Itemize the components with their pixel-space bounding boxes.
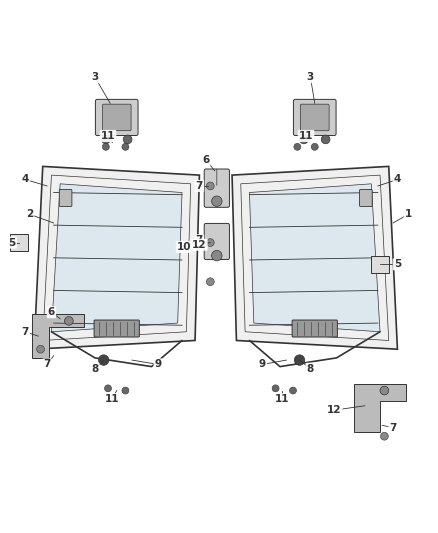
Text: 7: 7 (21, 327, 29, 337)
Text: 8: 8 (92, 364, 99, 374)
Circle shape (102, 135, 110, 144)
FancyBboxPatch shape (102, 104, 131, 131)
Text: 7: 7 (389, 423, 397, 433)
Text: 5: 5 (394, 260, 401, 269)
FancyBboxPatch shape (293, 99, 336, 135)
Circle shape (37, 345, 45, 353)
FancyBboxPatch shape (300, 104, 329, 131)
Circle shape (206, 278, 214, 286)
Text: 1: 1 (405, 209, 412, 219)
Text: 11: 11 (275, 394, 290, 404)
Circle shape (290, 387, 297, 394)
Circle shape (99, 355, 109, 365)
FancyBboxPatch shape (10, 234, 28, 251)
Circle shape (311, 143, 318, 150)
FancyBboxPatch shape (204, 169, 230, 207)
Text: 11: 11 (299, 131, 313, 141)
Circle shape (206, 182, 214, 190)
Text: 3: 3 (92, 72, 99, 82)
Polygon shape (51, 184, 182, 332)
Text: 11: 11 (101, 131, 115, 141)
Circle shape (206, 239, 214, 246)
Circle shape (64, 317, 73, 325)
Text: 7: 7 (196, 236, 203, 245)
Circle shape (294, 143, 301, 150)
Circle shape (212, 196, 222, 206)
Text: 4: 4 (394, 174, 401, 184)
Text: 12: 12 (327, 405, 342, 415)
Text: 6: 6 (48, 307, 55, 317)
Text: 7: 7 (196, 181, 203, 191)
Circle shape (122, 387, 129, 394)
FancyBboxPatch shape (292, 320, 337, 337)
Text: 3: 3 (307, 72, 314, 82)
FancyBboxPatch shape (204, 223, 230, 260)
Text: 9: 9 (259, 359, 266, 369)
Text: 10: 10 (177, 242, 191, 252)
Circle shape (321, 135, 330, 144)
Circle shape (105, 385, 112, 392)
FancyBboxPatch shape (59, 189, 72, 206)
Polygon shape (34, 166, 199, 349)
Text: 12: 12 (192, 240, 207, 250)
Text: 11: 11 (105, 394, 120, 404)
Circle shape (122, 143, 129, 150)
FancyBboxPatch shape (95, 99, 138, 135)
Text: 6: 6 (202, 155, 209, 165)
Text: 8: 8 (307, 364, 314, 374)
Polygon shape (354, 384, 406, 432)
FancyBboxPatch shape (371, 256, 389, 273)
Text: 9: 9 (155, 359, 162, 369)
Circle shape (381, 432, 389, 440)
Circle shape (294, 355, 305, 365)
Circle shape (102, 143, 110, 150)
Circle shape (272, 385, 279, 392)
Text: 7: 7 (43, 359, 51, 369)
Circle shape (123, 135, 132, 144)
FancyBboxPatch shape (94, 320, 139, 337)
Circle shape (300, 135, 308, 144)
Polygon shape (250, 184, 380, 332)
FancyBboxPatch shape (360, 189, 372, 206)
Text: 4: 4 (21, 174, 29, 184)
Polygon shape (32, 314, 84, 358)
Text: 5: 5 (9, 238, 16, 247)
Polygon shape (232, 166, 397, 349)
Circle shape (212, 251, 222, 261)
Circle shape (380, 386, 389, 395)
Text: 2: 2 (26, 209, 33, 219)
